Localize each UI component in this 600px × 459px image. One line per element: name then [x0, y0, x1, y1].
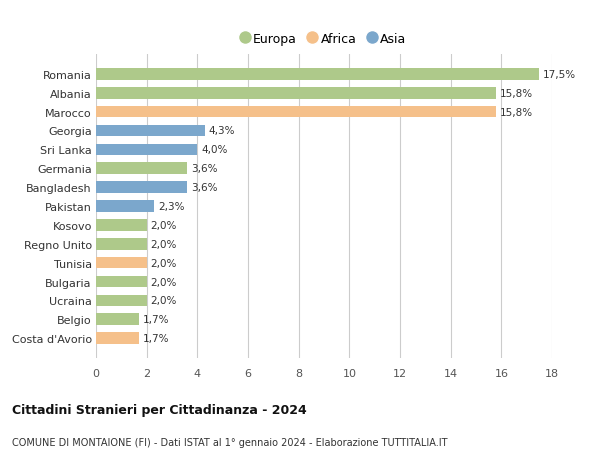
Text: 2,0%: 2,0% — [151, 277, 177, 287]
Bar — [96, 182, 187, 194]
Legend: Europa, Africa, Asia: Europa, Africa, Asia — [236, 28, 412, 51]
Bar — [96, 257, 146, 269]
Bar — [96, 295, 146, 307]
Text: Cittadini Stranieri per Cittadinanza - 2024: Cittadini Stranieri per Cittadinanza - 2… — [12, 403, 307, 416]
Text: 2,3%: 2,3% — [158, 202, 185, 212]
Text: 17,5%: 17,5% — [543, 70, 576, 80]
Bar — [96, 69, 539, 80]
Bar — [96, 276, 146, 288]
Text: 2,0%: 2,0% — [151, 258, 177, 268]
Bar — [96, 163, 187, 175]
Text: 4,3%: 4,3% — [209, 126, 235, 136]
Text: 1,7%: 1,7% — [143, 333, 169, 343]
Text: 15,8%: 15,8% — [500, 89, 533, 99]
Text: 2,0%: 2,0% — [151, 239, 177, 249]
Bar — [96, 238, 146, 250]
Text: 15,8%: 15,8% — [500, 107, 533, 118]
Text: 2,0%: 2,0% — [151, 296, 177, 306]
Bar — [96, 333, 139, 344]
Bar — [96, 144, 197, 156]
Text: 3,6%: 3,6% — [191, 183, 218, 193]
Bar — [96, 88, 496, 99]
Bar — [96, 201, 154, 213]
Bar — [96, 125, 205, 137]
Bar — [96, 314, 139, 325]
Text: 3,6%: 3,6% — [191, 164, 218, 174]
Text: COMUNE DI MONTAIONE (FI) - Dati ISTAT al 1° gennaio 2024 - Elaborazione TUTTITAL: COMUNE DI MONTAIONE (FI) - Dati ISTAT al… — [12, 437, 448, 447]
Bar — [96, 106, 496, 118]
Text: 1,7%: 1,7% — [143, 314, 169, 325]
Text: 2,0%: 2,0% — [151, 220, 177, 230]
Text: 4,0%: 4,0% — [201, 145, 227, 155]
Bar — [96, 219, 146, 231]
